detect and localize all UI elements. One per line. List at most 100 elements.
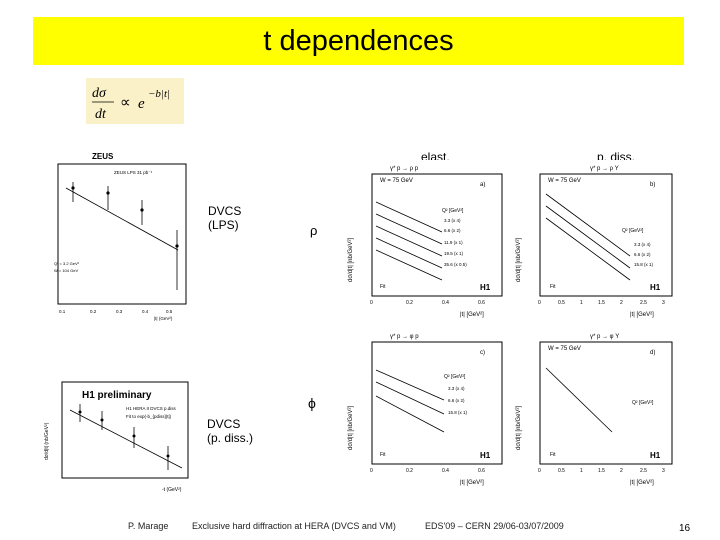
h1-prelim-title: H1 preliminary xyxy=(82,390,152,401)
rho-el-q2values: 3.3 (x 4) 6.6 (x 2) 11.9 (x 1) 19.5 (x 1… xyxy=(444,218,467,267)
svg-text:0.5: 0.5 xyxy=(558,468,565,474)
svg-text:0: 0 xyxy=(538,300,541,306)
phi-el-q2label: Q² [GeV²] xyxy=(444,374,466,380)
zeus-title: ZEUS xyxy=(92,152,114,161)
rho-el-h1: H1 xyxy=(480,283,491,292)
rho-el-process: γ* p → ρ p xyxy=(390,166,419,172)
svg-text:15.8 (x 1): 15.8 (x 1) xyxy=(634,262,654,267)
svg-text:0.3: 0.3 xyxy=(116,309,123,314)
title-banner: t dependences xyxy=(33,17,684,65)
formula-box: dσ dt ∝ e −b|t| xyxy=(86,78,184,124)
phi-el-fit: Fit xyxy=(380,452,386,458)
phi-pd-xlabel: |t| [GeV²] xyxy=(630,480,654,486)
svg-text:3.3 (x 4): 3.3 (x 4) xyxy=(634,242,651,247)
svg-text:1: 1 xyxy=(580,468,583,474)
rho-el-fitlines xyxy=(375,201,443,281)
phi-el-xticks: 0 0.2 0.4 0.6 xyxy=(370,468,485,474)
zeus-legend: ZEUS LPS 31 pb⁻¹ xyxy=(114,170,153,175)
phi-pd-fit: Fit xyxy=(550,452,556,458)
svg-text:0.1: 0.1 xyxy=(59,309,66,314)
phi-el-fitlines xyxy=(375,369,445,433)
phi-el-q2values: 3.3 (x 4) 6.6 (x 2) 15.8 (x 1) xyxy=(448,386,468,415)
svg-text:0: 0 xyxy=(370,300,373,306)
svg-text:0.6: 0.6 xyxy=(478,468,485,474)
svg-text:0.2: 0.2 xyxy=(406,300,413,306)
phi-elastic-plot: γ* p → φ p c) Q² [GeV²] 3.3 (x 4) 6.6 (x… xyxy=(340,328,512,488)
svg-text:0.4: 0.4 xyxy=(142,309,149,314)
svg-text:35.6 (x 0.5): 35.6 (x 0.5) xyxy=(444,262,467,267)
svg-text:1.5: 1.5 xyxy=(598,300,605,306)
svg-text:1: 1 xyxy=(580,300,583,306)
svg-text:0.5: 0.5 xyxy=(558,300,565,306)
zeus-points xyxy=(71,182,179,290)
svg-text:6.6 (x 2): 6.6 (x 2) xyxy=(444,228,461,233)
slide-title: t dependences xyxy=(263,24,454,57)
rho-el-w: W = 75 GeV xyxy=(380,178,413,184)
rho-pd-w: W = 75 GeV xyxy=(548,178,581,184)
rho-pdiss-plot: γ* p → ρ Y W = 75 GeV b) Q² [GeV²] 3.3 (… xyxy=(510,160,682,320)
rho-pd-fitlines xyxy=(545,193,631,281)
zeus-xticks: 0.1 0.2 0.3 0.4 0.5 xyxy=(59,309,173,314)
svg-text:6.6 (x 2): 6.6 (x 2) xyxy=(634,252,651,257)
phi-el-process: γ* p → φ p xyxy=(390,334,419,340)
rho-el-xlabel: |t| [GeV²] xyxy=(460,312,484,318)
rho-pd-q2values: 3.3 (x 4) 6.6 (x 2) 15.8 (x 1) xyxy=(634,242,654,267)
svg-text:0.5: 0.5 xyxy=(166,309,173,314)
svg-text:2: 2 xyxy=(620,468,623,474)
svg-text:11.9 (x 1): 11.9 (x 1) xyxy=(444,240,463,245)
h1-preliminary-plot: H1 preliminary H1 HERA II DVCS p.diss Fi… xyxy=(42,378,192,494)
svg-text:0: 0 xyxy=(538,468,541,474)
footer-talk-title: Exclusive hard diffraction at HERA (DVCS… xyxy=(192,521,396,531)
label-phi: ϕ xyxy=(308,395,316,411)
rho-pd-xlabel: |t| [GeV²] xyxy=(630,312,654,318)
label-rho: ρ xyxy=(310,223,318,238)
svg-text:2: 2 xyxy=(620,300,623,306)
rho-elastic-plot: γ* p → ρ p W = 75 GeV a) Q² [GeV²] 3.3 (… xyxy=(340,160,512,320)
phi-pdiss-plot: γ* p → φ Y W = 75 GeV d) Q² [GeV²] Fit H… xyxy=(510,328,682,488)
formula-denominator: dt xyxy=(95,107,107,122)
zeus-plot: ZEUS ZEUS LPS 31 pb⁻¹ Q² = 3.2 GeV² W = … xyxy=(36,150,196,322)
formula-exponent: −b|t| xyxy=(148,88,170,100)
svg-text:0.2: 0.2 xyxy=(90,309,97,314)
h1-prelim-legend2: Fit to exp(-b_{pdiss}|t|) xyxy=(126,414,172,419)
rho-pd-q2label: Q² [GeV²] xyxy=(622,228,644,234)
rho-pd-xticks: 0 0.5 1 1.5 2 2.5 3 xyxy=(538,300,665,306)
formula-graphic: dσ dt ∝ e −b|t| xyxy=(92,86,170,122)
phi-pd-q2label: Q² [GeV²] xyxy=(632,400,654,406)
phi-el-panel: c) xyxy=(480,350,485,356)
rho-pd-fit: Fit xyxy=(550,284,556,290)
svg-text:0.2: 0.2 xyxy=(406,468,413,474)
phi-pd-w: W = 75 GeV xyxy=(548,346,581,352)
svg-text:3: 3 xyxy=(662,468,665,474)
svg-text:2.5: 2.5 xyxy=(640,300,647,306)
formula-prop: ∝ xyxy=(120,95,131,111)
rho-pd-panel: b) xyxy=(650,182,655,188)
phi-el-ylabel: dσ/d|t| [nb/GeV²] xyxy=(348,405,354,450)
svg-text:0.4: 0.4 xyxy=(442,300,449,306)
footer-author: P. Marage xyxy=(128,521,169,531)
h1-prelim-ylabel: dσ/d|t| (nb/GeV²) xyxy=(44,422,50,460)
svg-text:6.6 (x 2): 6.6 (x 2) xyxy=(448,398,465,403)
phi-pd-h1: H1 xyxy=(650,451,661,460)
phi-el-h1: H1 xyxy=(480,451,491,460)
rho-el-fit: Fit xyxy=(380,284,386,290)
svg-text:3: 3 xyxy=(662,300,665,306)
svg-text:0.6: 0.6 xyxy=(478,300,485,306)
h1-prelim-legend1: H1 HERA II DVCS p.diss xyxy=(126,406,177,411)
rho-el-q2label: Q² [GeV²] xyxy=(442,208,464,214)
rho-el-xticks: 0 0.2 0.4 0.6 xyxy=(370,300,485,306)
svg-text:3.3 (x 4): 3.3 (x 4) xyxy=(444,218,461,223)
svg-text:15.8 (x 1): 15.8 (x 1) xyxy=(448,410,468,415)
svg-text:0: 0 xyxy=(370,468,373,474)
svg-text:Q² = 3.2 GeV²: Q² = 3.2 GeV² xyxy=(54,261,80,266)
svg-text:3.3 (x 4): 3.3 (x 4) xyxy=(448,386,465,391)
phi-el-xlabel: |t| [GeV²] xyxy=(460,480,484,486)
formula-base: e xyxy=(138,96,145,112)
rho-pd-ylabel: dσ/d|t| [nb/GeV²] xyxy=(516,237,522,282)
phi-pd-panel: d) xyxy=(650,350,655,356)
zeus-xlabel: |t| (GeV²) xyxy=(154,316,173,321)
h1-prelim-points xyxy=(78,404,170,470)
rho-el-panel: a) xyxy=(480,182,485,188)
phi-pd-ylabel: dσ/d|t| [nb/GeV²] xyxy=(516,405,522,450)
phi-pd-xticks: 0 0.5 1 1.5 2 2.5 3 xyxy=(538,468,665,474)
